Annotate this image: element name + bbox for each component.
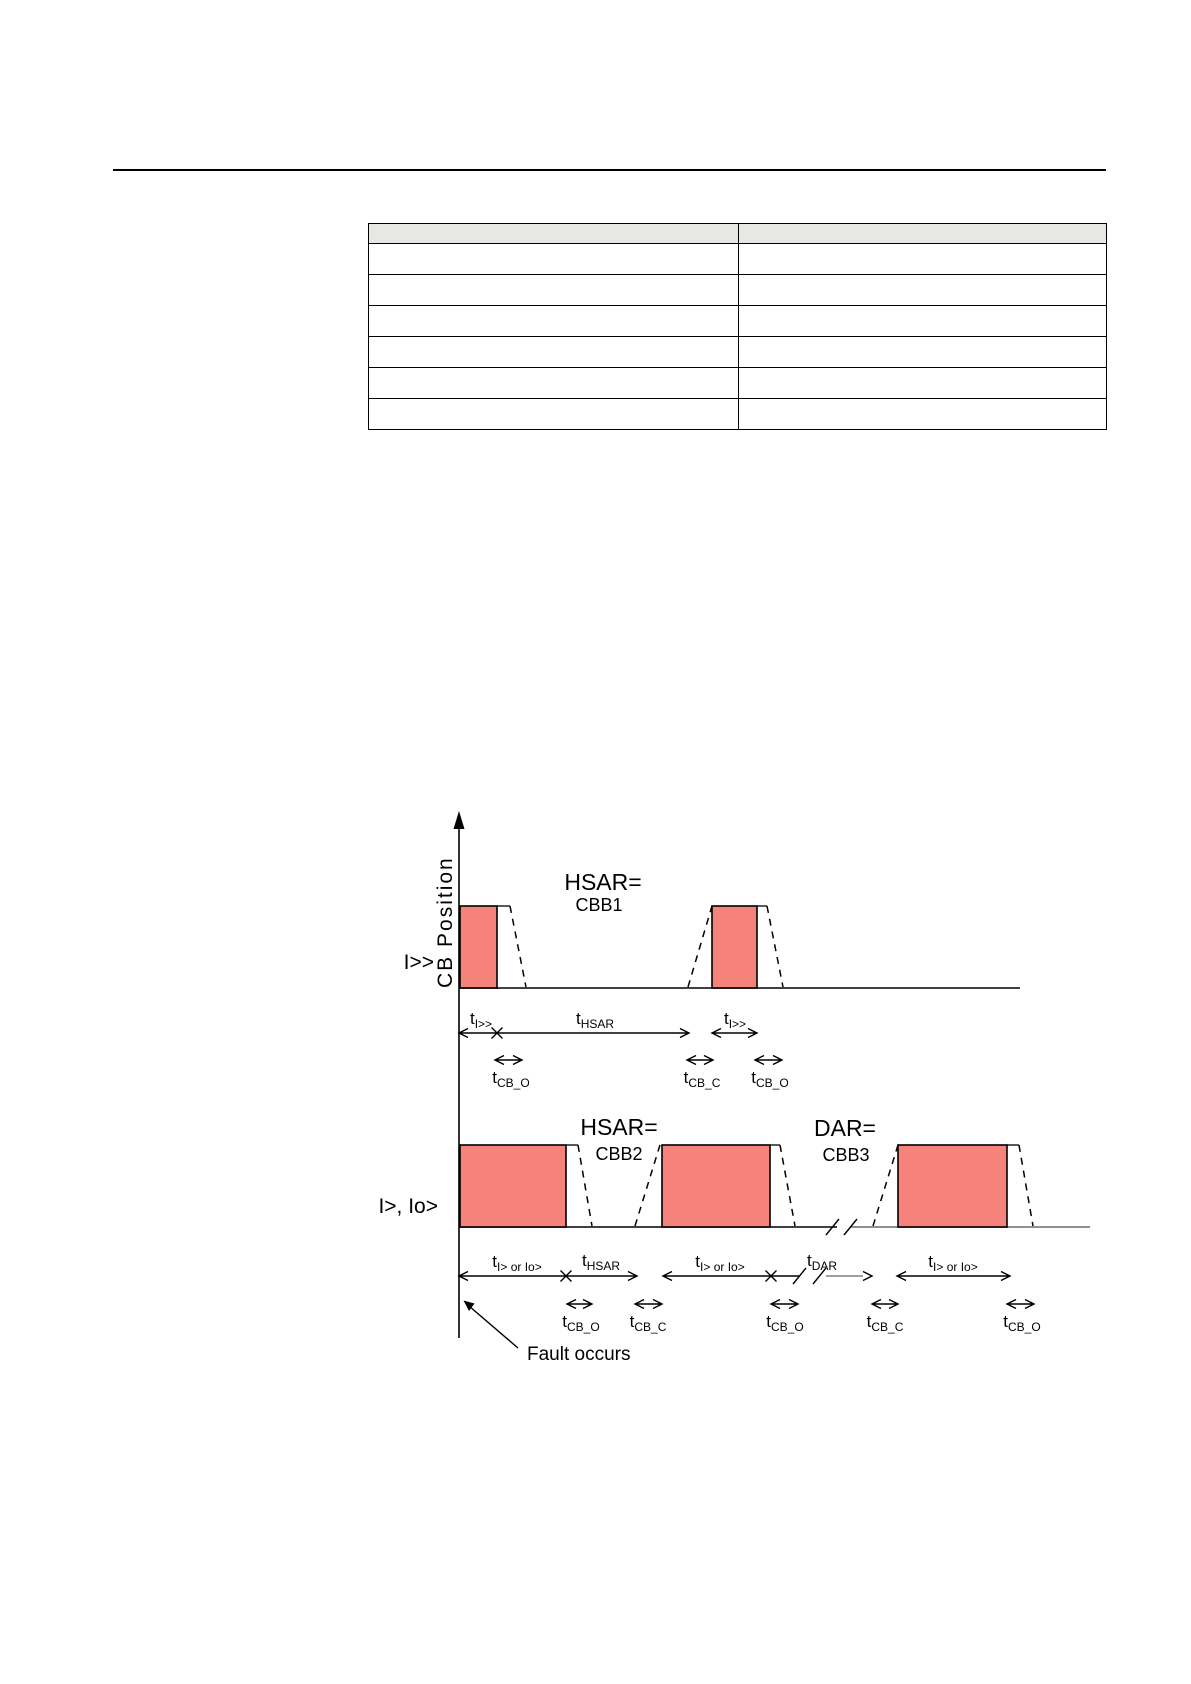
table-cell [368,367,739,399]
table-row [368,274,1107,306]
dimension-arrow [710,1027,759,1039]
recloser-shot-label: HSAR= [580,1114,657,1140]
fault-label: Fault occurs [527,1344,630,1365]
cb-time-arrow [870,1298,900,1310]
cb-time-arrow [753,1054,784,1066]
dim-label: tI>> [470,1009,492,1031]
signal-label-i-io: I>, Io> [378,1195,438,1218]
cb-opening-dashed [779,1144,796,1227]
cb-time-arrow [493,1054,524,1066]
cb-time-arrow [633,1298,664,1310]
table-cell [738,305,1107,337]
parameter-table [368,223,1107,430]
recloser-shot-value: CBB2 [595,1144,642,1164]
table-cell [738,274,1107,306]
table-cell [738,243,1107,275]
table-cell [368,274,739,306]
dimension-cross-marker [491,1027,503,1039]
cb-opening-dashed [509,905,527,988]
cb-time-label: tCB_O [751,1068,788,1090]
cb-time-arrow [769,1298,800,1310]
table-cell [738,367,1107,399]
cb-time-label: tCB_C [630,1312,667,1334]
table-header-cell [738,223,1107,244]
dim-label: tHSAR [576,1009,614,1031]
dimension-arrow [457,1270,639,1282]
table-row [368,398,1107,430]
fault-arrowhead-icon [463,1300,475,1311]
cb-closed-pulse [459,1144,567,1228]
recloser-shot-value: CBB3 [822,1145,869,1165]
cb-time-arrow [685,1054,715,1066]
cb-time-label: tCB_C [684,1068,721,1090]
dim-label: tI> or Io> [695,1252,744,1274]
fault-leader-line [468,1305,519,1349]
dim-label: tI> or Io> [928,1252,977,1274]
dimension-arrow [895,1270,1012,1282]
cb-closed-pulse [711,905,758,989]
table-row [368,305,1107,337]
table-header-row [368,223,1107,244]
cb-closing-dashed [872,1144,899,1227]
cb-time-label: tCB_O [1003,1312,1040,1334]
cb-opening-dashed [1018,1144,1034,1227]
table-cell [368,336,739,368]
cb-time-arrow [565,1298,594,1310]
dimension-arrowhead [862,1270,874,1282]
cb-time-label: tCB_C [867,1312,904,1334]
cb-closing-dashed [687,905,713,988]
table-row [368,336,1107,368]
cb-time-label: tCB_O [562,1312,599,1334]
cb-time-label: tCB_O [492,1068,529,1090]
cb-closed-pulse [897,1144,1008,1228]
table-header-cell [368,223,739,244]
table-row [368,367,1107,399]
cb-time-label: tCB_O [766,1312,803,1334]
cb-closed-pulse [459,905,498,989]
axis-arrowhead-icon [453,811,465,829]
dim-label: tI> or Io> [492,1252,541,1274]
cb-closed-pulse [661,1144,771,1228]
dim-label: tDAR [807,1251,837,1273]
table-cell [368,305,739,337]
table-cell [738,398,1107,430]
page-heading-rule [113,169,1106,171]
axis-label: CB Position [434,856,457,988]
recloser-shot-label: DAR= [814,1115,876,1141]
cb-closing-dashed [634,1144,661,1227]
dimension-arrow [661,1270,771,1282]
dim-label: tHSAR [582,1251,620,1273]
cb-time-arrow [1005,1298,1036,1310]
recloser-shot-label: HSAR= [564,869,641,895]
signal-label-i-high: I>> [404,951,434,974]
dimension-cross-marker [560,1270,572,1282]
recloser-shot-value: CBB1 [575,895,622,915]
cb-opening-dashed [766,905,784,988]
cb-opening-dashed [577,1144,593,1227]
axis-break-icon [825,1218,858,1236]
table-cell [368,398,739,430]
axis-break-icon [792,1267,827,1285]
dim-label: tI>> [724,1009,746,1031]
